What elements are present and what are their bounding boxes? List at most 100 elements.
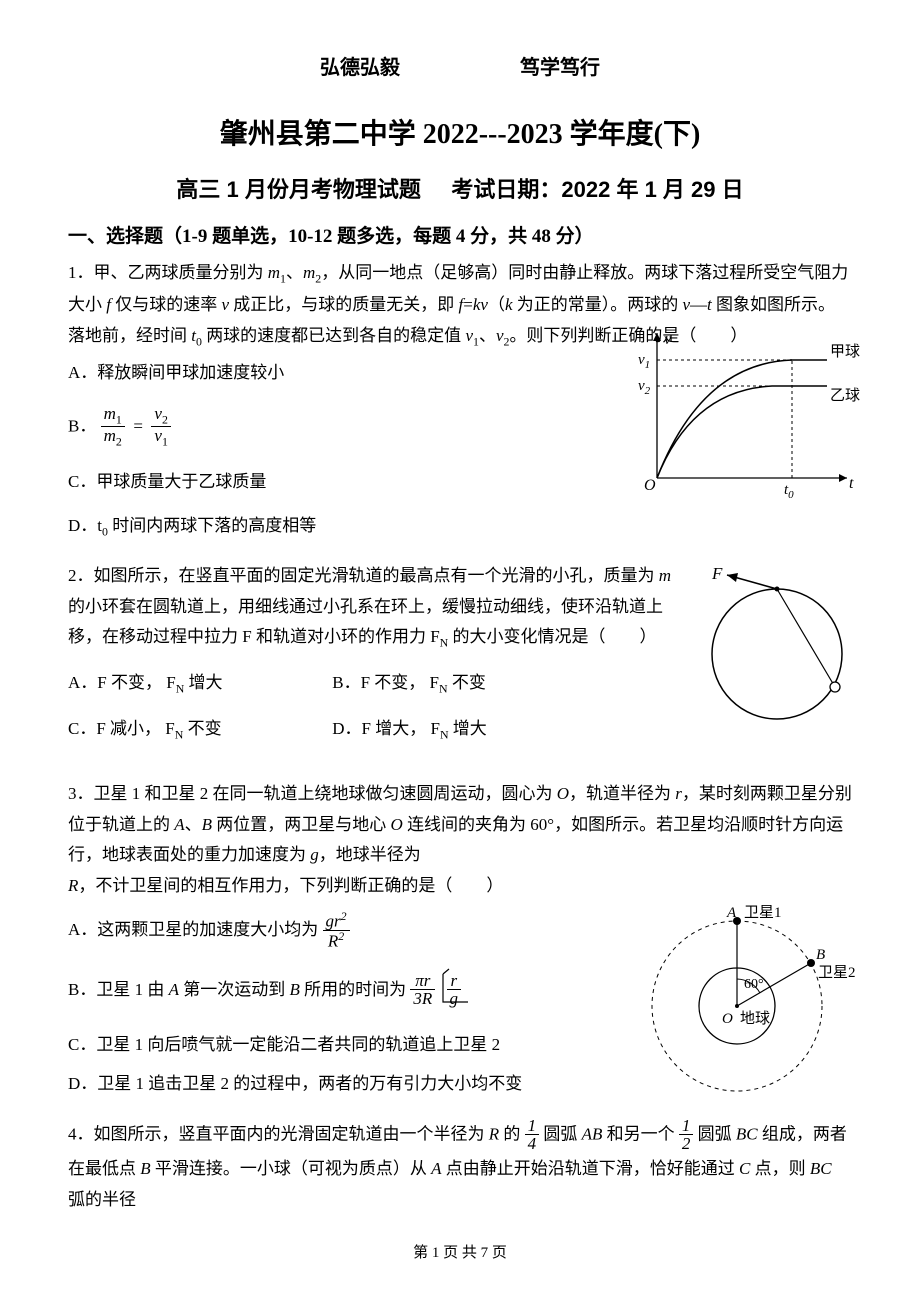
q1-k: k [505, 295, 513, 314]
q1-m2: m [303, 263, 315, 282]
q1-t6: 为正的常量）。两球的 [513, 295, 683, 314]
t0-label: t0 [784, 482, 794, 498]
svg-text:A: A [726, 905, 737, 921]
q3-sepAB: 、 [185, 815, 202, 834]
question-1: 1．甲、乙两球质量分别为 m1、m2，从同一地点（足够高）同时由静止释放。两球下… [68, 258, 852, 543]
q4-t10: 弧的半径 [68, 1190, 136, 1209]
q2-B: B．F 不变， F [332, 673, 439, 692]
footer-a: 第 [413, 1245, 432, 1261]
subtitle-right: 考试日期：2022 年 1 月 29 日 [451, 177, 743, 202]
q4-t8: 点由静止开始沿轨道下滑，恰好能通过 [442, 1159, 740, 1178]
q4-t1: 4．如图所示，竖直平面内的光滑固定轨道由一个半径为 [68, 1125, 489, 1144]
q3-O: O [557, 784, 569, 803]
curve2-label: 乙球 [830, 387, 860, 404]
q3-B-post: 所用的时间为 [300, 980, 411, 999]
q3-A-pre: A．这两颗卫星的加速度大小均为 [68, 920, 323, 939]
svg-text:60°: 60° [744, 977, 764, 992]
main-title: 肇州县第二中学 2022---2023 学年度(下) [68, 110, 852, 160]
q3-optB: B．卫星 1 由 A 第一次运动到 B 所用的时间为 πr 3R r g [68, 966, 622, 1017]
question-2: 2．如图所示，在竖直平面的固定光滑轨道的最高点有一个光滑的小孔，质量为 m 的小… [68, 561, 852, 761]
q3-B-B: B [289, 980, 299, 999]
q3-B-frac2: r g [447, 972, 462, 1009]
q1-B-pre: B． [68, 417, 96, 436]
q4-frac2: 12 [679, 1117, 694, 1154]
svg-text:卫星1: 卫星1 [744, 905, 782, 921]
q2-t1: 2．如图所示，在竖直平面的固定光滑轨道的最高点有一个光滑的小孔，质量为 [68, 566, 659, 585]
svg-text:B: B [816, 947, 825, 963]
q2-Ns: N [440, 636, 449, 650]
svg-text:卫星2: 卫星2 [818, 965, 856, 981]
q3-B-frac1: πr 3R [410, 972, 435, 1009]
q4-BC2: BC [810, 1159, 832, 1178]
page: 弘德弘毅 笃学笃行 肇州县第二中学 2022---2023 学年度(下) 高三 … [0, 0, 920, 1297]
page-footer: 第 1 页 共 7 页 [68, 1240, 852, 1267]
q3-t1: 3．卫星 1 和卫星 2 在同一轨道上绕地球做匀速圆周运动，圆心为 [68, 784, 557, 803]
q2-F-label: F [711, 564, 723, 583]
q3-t2: ，轨道半径为 [569, 784, 675, 803]
motto-right: 笃学笃行 [520, 50, 600, 86]
q4-frac1: 14 [525, 1117, 540, 1154]
q1-vt2: — [690, 295, 707, 314]
q4-t3: 圆弧 [539, 1125, 582, 1144]
q1-D-pre: D． [68, 516, 97, 535]
q1-t3: 仅与球的速率 [111, 295, 222, 314]
q3-A: A [174, 815, 184, 834]
section-heading: 一、选择题（1-9 题单选，10-12 题多选，每题 4 分，共 48 分） [68, 220, 852, 254]
subtitle: 高三 1 月份月考物理试题 考试日期：2022 年 1 月 29 日 [68, 170, 852, 210]
q4-BC: BC [736, 1125, 758, 1144]
q2-D: D．F 增大， F [332, 719, 440, 738]
q3-O2: O [391, 815, 403, 834]
q1-vt1: v [683, 295, 691, 314]
q1-B-frac1: m1 m2 [101, 405, 125, 451]
q3-Bp: B [202, 815, 212, 834]
q4-Cpt: C [739, 1159, 750, 1178]
svg-text:O: O [722, 1011, 733, 1027]
q4-t5: 圆弧 [693, 1125, 736, 1144]
q3-B-pre: B．卫星 1 由 [68, 980, 169, 999]
q1-t5: （ [488, 295, 505, 314]
q2-figure: F [692, 559, 862, 740]
q1-t8: 两球的速度都已达到各自的稳定值 [202, 326, 466, 345]
footer-total: 7 [481, 1245, 489, 1261]
q2-D3: 增大 [449, 719, 487, 738]
q3-t4: 两位置，两卫星与地心 [212, 815, 391, 834]
q1-v: v [221, 295, 229, 314]
svg-text:地球: 地球 [740, 1010, 770, 1027]
q2-A3: 增大 [184, 673, 222, 692]
q4-t7: 平滑连接。一小球（可视为质点）从 [151, 1159, 432, 1178]
q2-D2: N [440, 727, 449, 741]
axis-v-label: v [664, 331, 672, 348]
q1-graph: v t O t0 v1 v2 甲球 乙球 [632, 328, 862, 509]
q2-C: C．F 减小， F [68, 719, 175, 738]
q1-text: 1．甲、乙两球质量分别为 [68, 263, 268, 282]
q3-optD: D．卫星 1 追击卫星 2 的过程中，两者的万有引力大小均不变 [68, 1069, 622, 1100]
svg-text:v2: v2 [638, 378, 651, 397]
q1-m1: m [268, 263, 280, 282]
q2-t3: 的大小变化情况是（ ） [448, 627, 656, 646]
q1-v1: v [465, 326, 473, 345]
origin-label: O [644, 477, 656, 494]
q3-g: g [310, 845, 319, 864]
q1-sep2: 、 [479, 326, 496, 345]
svg-text:v1: v1 [638, 352, 650, 371]
q1-B-frac2: v2 v1 [151, 405, 171, 451]
q1-optD: D．t0 时间内两球下落的高度相等 [68, 511, 852, 543]
q2-A: A．F 不变， F [68, 673, 176, 692]
motto-left: 弘德弘毅 [320, 50, 400, 86]
q3-optA: A．这两颗卫星的加速度大小均为 gr2 R2 [68, 911, 622, 951]
q2-C3: 不变 [183, 719, 221, 738]
q4-Apt: A [431, 1159, 441, 1178]
q1-t4: 成正比，与球的质量无关，即 [229, 295, 459, 314]
q2-row2: C．F 减小， FN 不变 D．F 增大， FN 增大 [68, 714, 672, 746]
q3-optC: C．卫星 1 向后喷气就一定能沿二者共同的轨道追上卫星 2 [68, 1030, 622, 1061]
footer-c: 页 [488, 1245, 507, 1261]
q2-B3: 不变 [448, 673, 486, 692]
q3-figure: A 卫星1 B 卫星2 60° O 地球 [632, 901, 862, 1112]
q1-eq3: kv [473, 295, 488, 314]
q4-t2: 的 [499, 1125, 525, 1144]
q4-R: R [489, 1125, 499, 1144]
q4-t4: 和另一个 [602, 1125, 679, 1144]
subtitle-left: 高三 1 月份月考物理试题 [176, 177, 420, 202]
q3-t7: ，不计卫星间的相互作用力，下列判断正确的是（ ） [78, 876, 503, 895]
q4-Bpt: B [140, 1159, 150, 1178]
